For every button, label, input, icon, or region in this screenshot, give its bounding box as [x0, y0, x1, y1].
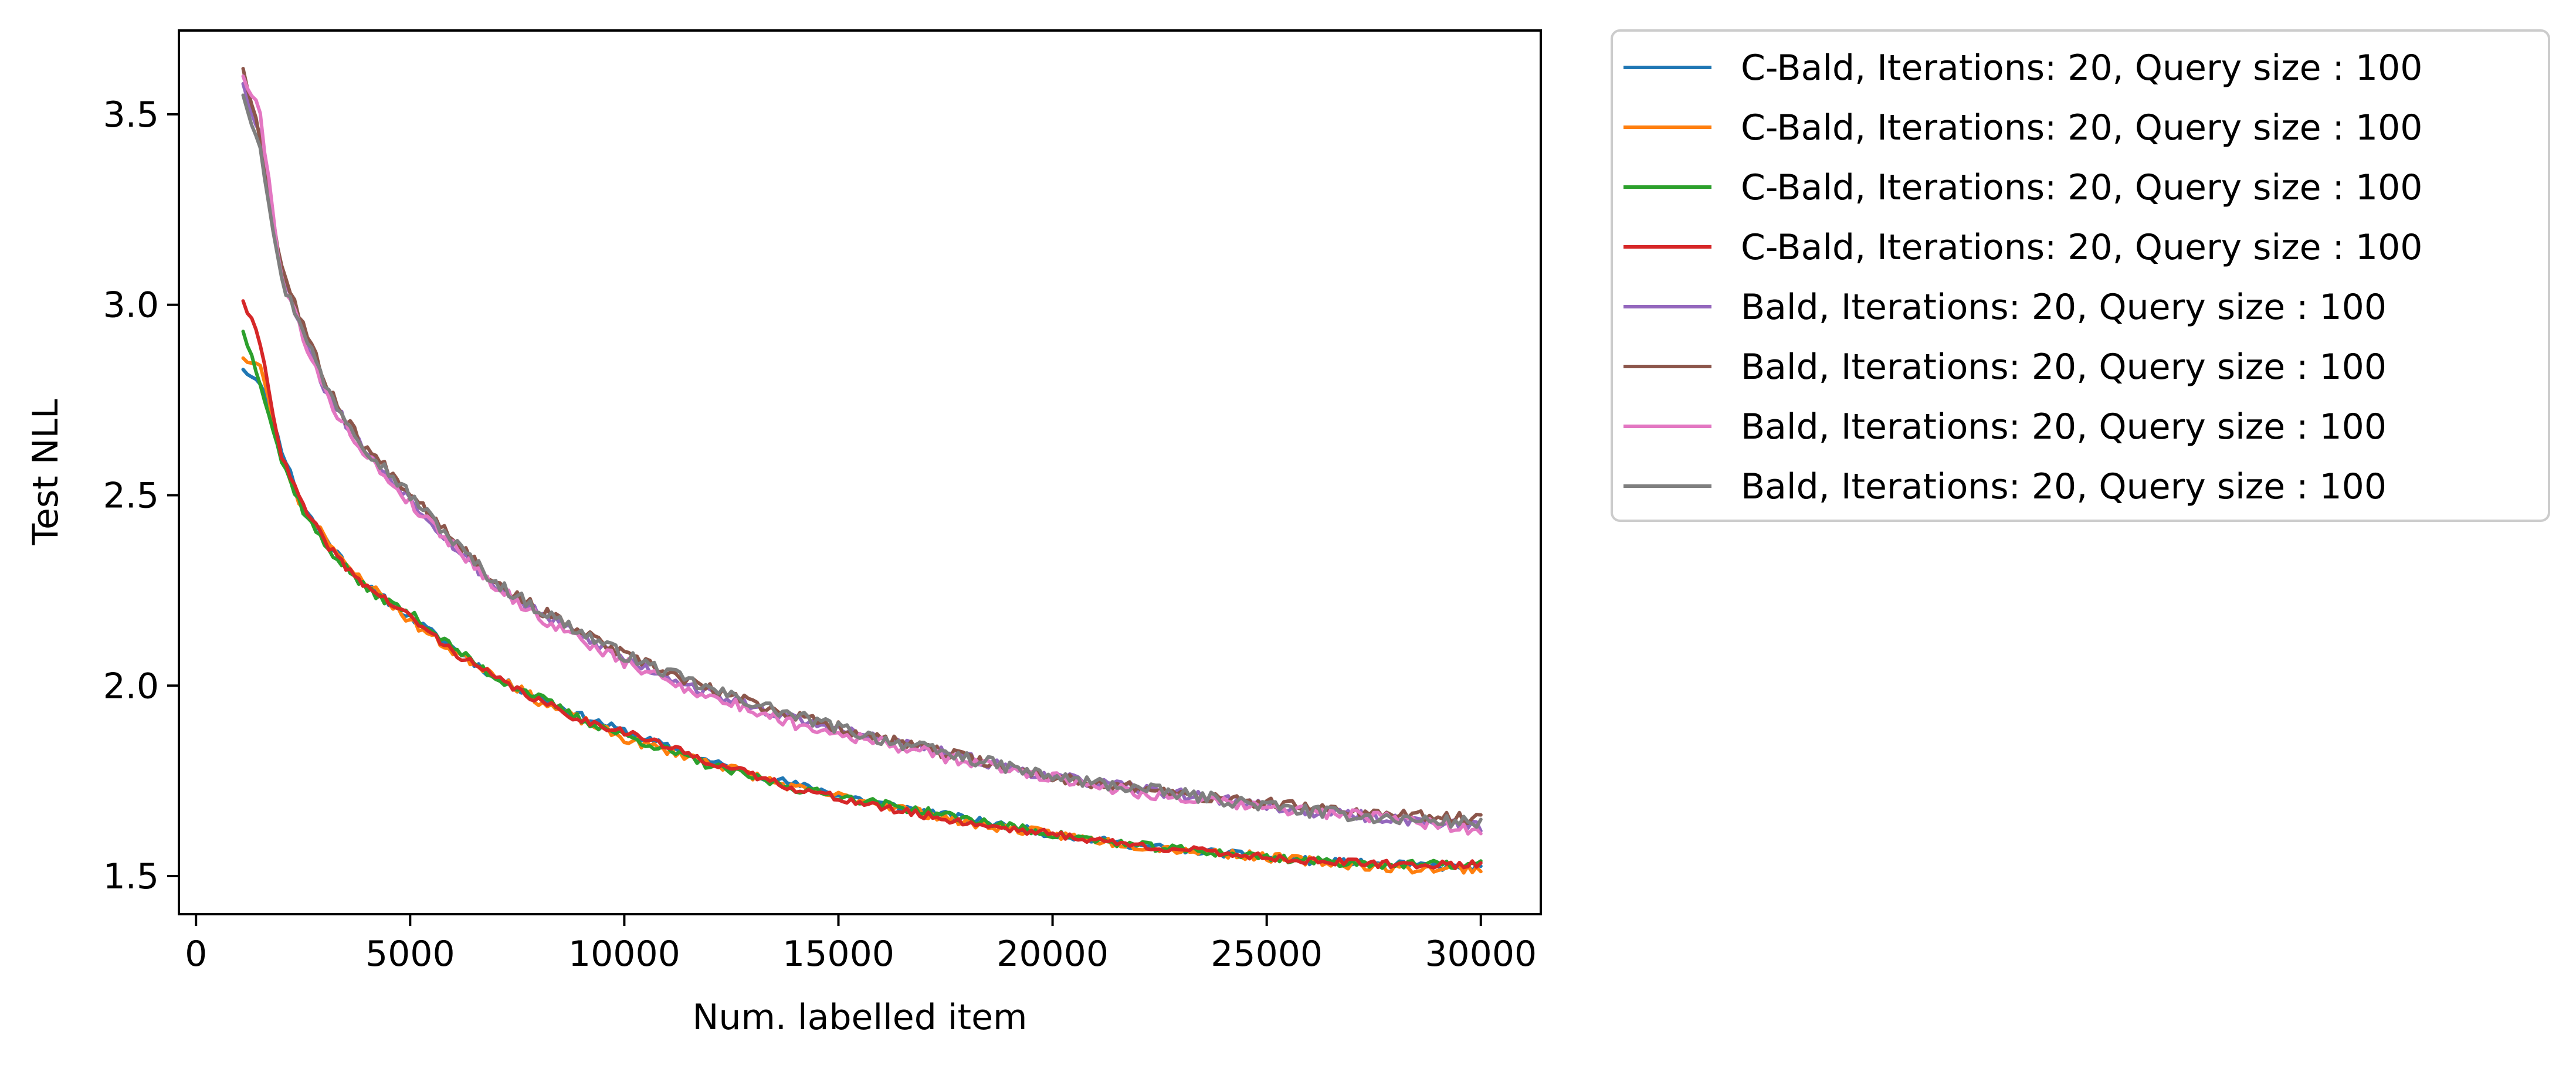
legend-items: C-Bald, Iterations: 20, Query size : 100… [1623, 47, 2422, 507]
legend-label: Bald, Iterations: 20, Query size : 100 [1741, 287, 2387, 328]
y-tick-label: 3.0 [103, 285, 159, 326]
legend: C-Bald, Iterations: 20, Query size : 100… [1611, 29, 2550, 522]
x-axis-ticks: 0 5000 10000 15000 20000 25000 30000 [185, 914, 1537, 975]
x-tick-label: 10000 [568, 934, 680, 975]
x-tick-label: 20000 [996, 934, 1109, 975]
legend-label: C-Bald, Iterations: 20, Query size : 100 [1741, 47, 2422, 89]
y-tick-label: 1.5 [103, 856, 159, 897]
series-line-3 [241, 330, 1483, 870]
legend-label: C-Bald, Iterations: 20, Query size : 100 [1741, 227, 2422, 268]
y-tick-label: 2.0 [103, 666, 159, 707]
y-axis-label: Test NLL [25, 399, 66, 546]
legend-frame [1611, 29, 2550, 522]
x-tick-label: 0 [185, 934, 207, 975]
series-line-8 [241, 93, 1483, 829]
y-axis-ticks: 1.5 2.0 2.5 3.0 3.5 [103, 94, 179, 897]
series-line-5 [241, 82, 1483, 833]
y-tick-label: 3.5 [103, 94, 159, 135]
legend-label: C-Bald, Iterations: 20, Query size : 100 [1741, 167, 2422, 208]
axes-frame [178, 29, 1542, 915]
x-axis-label: Num. labelled item [693, 997, 1028, 1038]
series-line-2 [241, 356, 1483, 875]
y-tick-label: 2.5 [103, 475, 159, 516]
x-tick-label: 30000 [1425, 934, 1537, 975]
series-line-4 [241, 299, 1483, 870]
series-line-6 [241, 67, 1483, 826]
x-tick-label: 5000 [365, 934, 455, 975]
legend-label: Bald, Iterations: 20, Query size : 100 [1741, 406, 2387, 447]
x-tick-label: 15000 [782, 934, 894, 975]
series-line-7 [241, 74, 1483, 836]
legend-label: Bald, Iterations: 20, Query size : 100 [1741, 347, 2387, 388]
x-tick-label: 25000 [1211, 934, 1323, 975]
legend-label: C-Bald, Iterations: 20, Query size : 100 [1741, 107, 2422, 148]
legend-label: Bald, Iterations: 20, Query size : 100 [1741, 466, 2387, 507]
series-layer [241, 67, 1483, 875]
series-line-1 [241, 368, 1483, 873]
